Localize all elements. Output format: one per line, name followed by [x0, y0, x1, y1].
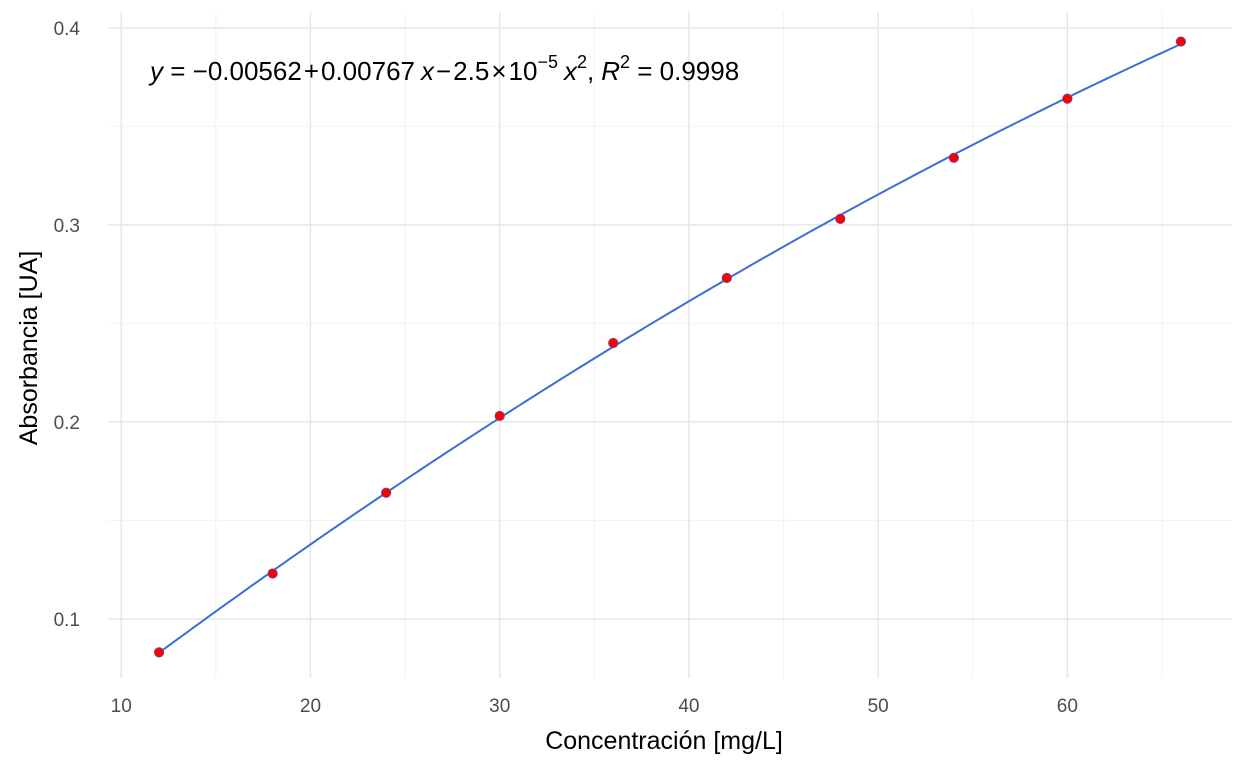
x-tick-label: 50 — [868, 696, 889, 717]
eq-x2-symbol: x — [562, 56, 578, 86]
data-point — [267, 568, 278, 579]
x-tick-label: 60 — [1057, 696, 1078, 717]
eq-r-exponent: 2 — [620, 52, 630, 72]
fit-curve-layer — [158, 43, 1182, 654]
data-point — [1175, 36, 1187, 47]
eq-r-value: 0.9998 — [660, 56, 740, 86]
eq-r-symbol: R — [601, 56, 620, 86]
eq-y-symbol: y — [148, 56, 165, 86]
data-point — [381, 487, 392, 498]
data-point — [948, 152, 959, 163]
y-tick-label: 0.4 — [54, 19, 81, 40]
eq-times: × — [491, 56, 506, 86]
eq-intercept: 0.00562 — [208, 56, 302, 86]
eq-minus-2: − — [436, 56, 451, 86]
y-tick-label: 0.3 — [54, 216, 80, 237]
eq-minus-1: − — [193, 56, 208, 86]
regression-equation: y = −0.00562+0.00767 x−2.5×10−5 x2, R2 = 0.… — [148, 52, 739, 86]
x-axis-title: Concentración [mg/L] — [545, 727, 783, 755]
data-points-layer — [153, 36, 1187, 658]
data-point — [494, 410, 505, 422]
eq-exponent: −5 — [537, 52, 558, 72]
data-point — [721, 272, 732, 284]
data-point — [1062, 93, 1073, 104]
y-axis-title: Absorbancia [UA] — [15, 251, 43, 446]
y-tick-label: 0.2 — [54, 413, 80, 434]
eq-plus: + — [304, 56, 319, 86]
data-point — [153, 647, 165, 658]
major-gridlines — [108, 12, 1232, 678]
eq-equals-2: = — [630, 56, 660, 86]
eq-comma: , — [587, 56, 594, 86]
eq-x-symbol: x — [419, 56, 435, 86]
x-tick-label: 10 — [111, 696, 132, 717]
x-tick-label: 20 — [300, 696, 321, 717]
minor-gridlines — [108, 12, 1232, 678]
x-tick-label: 30 — [489, 696, 510, 717]
data-point — [608, 337, 619, 349]
eq-base: 10 — [509, 56, 538, 86]
eq-quad-coef: 2.5 — [453, 56, 489, 86]
eq-linear-coef: 0.00767 — [321, 56, 415, 86]
y-axis-ticks: 0.1 0.2 0.3 0.4 — [54, 19, 81, 631]
eq-equals: = — [163, 56, 193, 86]
eq-square: 2 — [577, 52, 587, 72]
y-tick-label: 0.1 — [54, 610, 80, 631]
x-axis-ticks: 10 20 30 40 50 60 — [111, 696, 1078, 717]
data-point — [835, 213, 846, 224]
x-tick-label: 40 — [678, 696, 699, 717]
fit-curve — [158, 43, 1182, 654]
